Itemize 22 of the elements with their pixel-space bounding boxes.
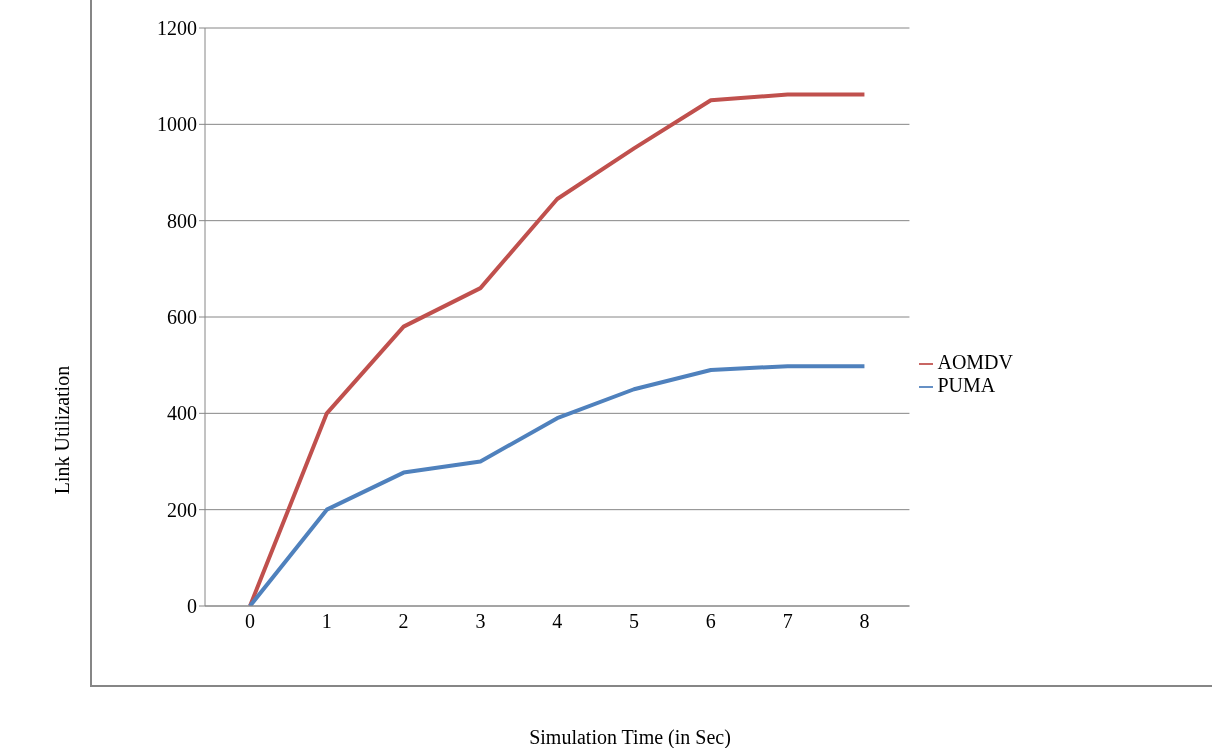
x-tick-label: 7 <box>782 610 793 633</box>
x-tick-label: 6 <box>705 610 716 633</box>
line-series <box>248 92 867 606</box>
y-axis-title: Link Utilization <box>50 365 74 495</box>
x-tick-label: 4 <box>552 610 563 633</box>
y-tick-label: 800 <box>167 209 197 232</box>
x-tick-label: 5 <box>629 610 640 633</box>
x-tick-label: 8 <box>859 610 870 633</box>
x-tick-label: 2 <box>398 610 409 633</box>
y-tick-label: 200 <box>167 498 197 521</box>
y-tick-label: 400 <box>167 402 197 425</box>
y-tick-label: 1200 <box>157 17 197 40</box>
y-tick-label: 600 <box>167 306 197 329</box>
y-tick-label: 0 <box>187 595 197 618</box>
legend-label: PUMA <box>937 374 996 396</box>
x-tick-label: 1 <box>321 610 332 633</box>
x-tick-label: 0 <box>245 610 255 633</box>
x-axis-title: Simulation Time (in Sec) <box>529 725 731 748</box>
y-tick-label: 1000 <box>157 113 197 136</box>
x-tick-label: 3 <box>475 610 486 633</box>
legend-label: AOMDV <box>937 351 1013 373</box>
line-series <box>248 364 867 606</box>
